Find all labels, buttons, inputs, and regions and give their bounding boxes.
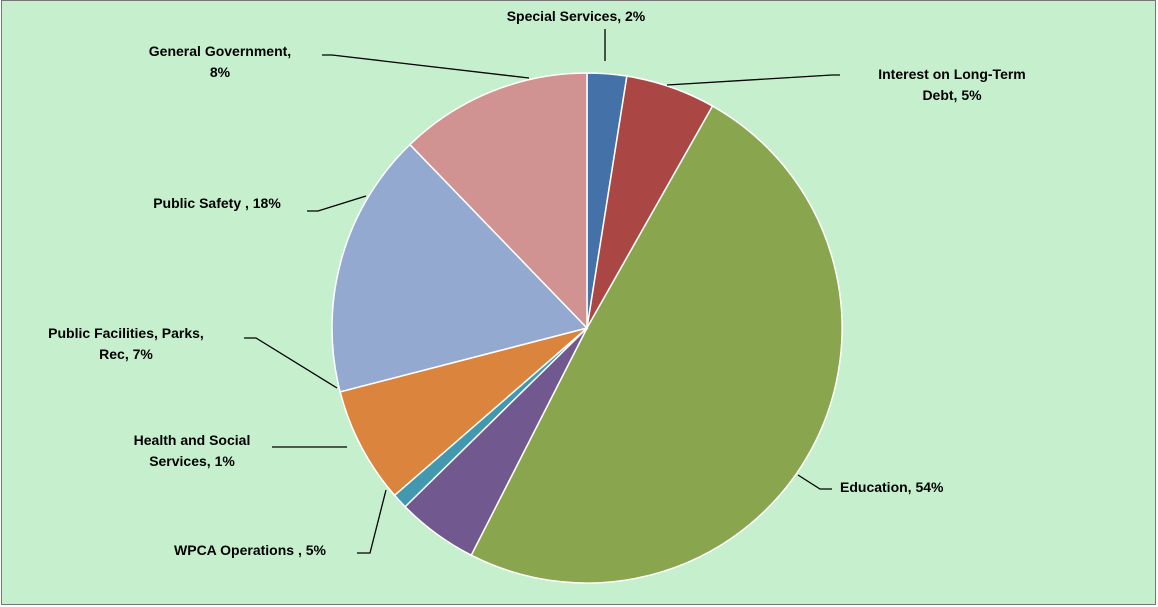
data-label-line: Public Facilities, Parks, [48,325,204,341]
leader-line-public-facilities-parks-rec [244,337,338,389]
pie-slice-public-safety [331,143,589,393]
leader-line-general-government [322,54,530,79]
leader-line-education [797,474,832,490]
data-label-line: Interest on Long-Term [878,66,1026,82]
data-label-line: WPCA Operations , 5% [174,542,327,558]
data-label-line: Special Services, 2% [507,8,646,24]
leader-line-interest-on-long-term-debt [666,74,840,86]
pie-slice-general-government [408,72,588,330]
data-label-line: 8% [210,64,231,80]
leader-line-wpca-operations [357,489,387,554]
data-label-line: Rec, 7% [99,346,153,362]
leader-line-public-safety [307,195,367,212]
data-label-interest-on-long-term-debt: Interest on Long-Term Debt, 5% [878,66,1026,103]
data-label-line: Public Safety , 18% [153,195,281,211]
data-label-line: Health and Social [134,432,251,448]
data-label-line: Education, 54% [840,479,944,495]
data-label-general-government: General Government, 8% [149,43,291,80]
data-label-line: Debt, 5% [922,87,982,103]
data-label-education: Education, 54% [840,479,944,495]
pie-slice-education [470,105,843,584]
data-label-wpca-operations: WPCA Operations , 5% [174,542,327,558]
data-label-line: Services, 1% [149,453,235,469]
data-label-special-services: Special Services, 2% [507,8,646,24]
data-label-health-and-social-services: Health and Social Services, 1% [134,432,251,469]
data-label-line: General Government, [149,43,291,59]
data-label-public-facilities-parks-rec: Public Facilities, Parks, Rec, 7% [48,325,204,362]
pie-slice-public-facilities-parks-rec [339,327,588,497]
data-label-public-safety: Public Safety , 18% [153,195,281,211]
